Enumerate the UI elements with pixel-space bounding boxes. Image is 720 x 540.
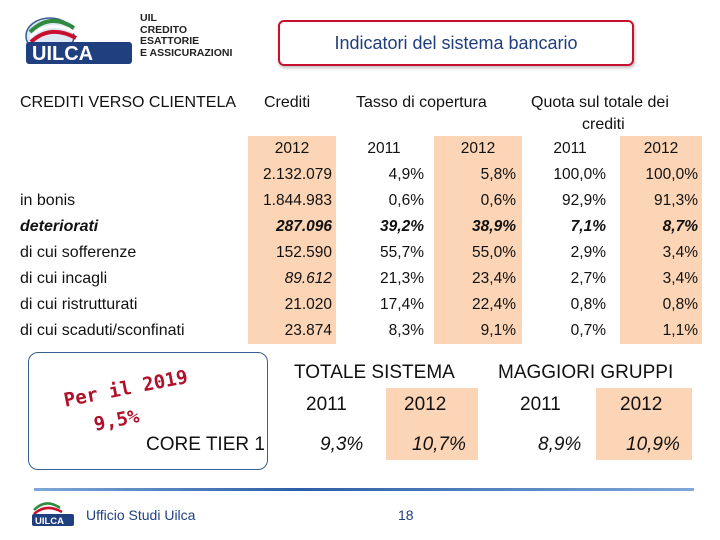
totale-value-2011: 9,3%: [320, 434, 364, 455]
section-title: CREDITI VERSO CLIENTELA: [20, 94, 237, 111]
svg-text:UILCA: UILCA: [32, 43, 93, 65]
cell-crediti: 23.874: [284, 322, 332, 339]
logo-line: ESATTORIE: [140, 35, 200, 47]
cell-t2012: 22,4%: [472, 296, 516, 313]
cell-crediti: 21.020: [284, 296, 332, 313]
totale-year-2011: 2011: [306, 394, 347, 415]
cell-t2011: 21,3%: [380, 270, 424, 287]
cell-q2011: 2,9%: [570, 244, 606, 261]
cell-q2012: 100,0%: [645, 166, 698, 183]
cell-q2011: 0,7%: [570, 322, 606, 339]
shade-totale-2012: [386, 388, 478, 460]
cell-t2012: 9,1%: [480, 322, 516, 339]
year-tasso-2012: 2012: [460, 140, 496, 157]
cell-t2011: 55,7%: [380, 244, 424, 261]
row-label: di cui ristrutturati: [20, 296, 138, 313]
core-tier-label: CORE TIER 1: [146, 434, 265, 455]
header-quota-1: Quota sul totale dei: [531, 94, 669, 111]
cell-t2011: 39,2%: [380, 218, 424, 235]
cell-t2011: 4,9%: [388, 166, 424, 183]
column-shade-crediti: [248, 136, 336, 344]
year-crediti: 2012: [274, 140, 310, 157]
header-crediti: Crediti: [264, 94, 311, 111]
gruppi-value-2012: 10,9%: [626, 434, 680, 455]
cell-q2012: 3,4%: [662, 270, 698, 287]
row-label: di cui scaduti/sconfinati: [20, 322, 185, 339]
totale-year-2012: 2012: [404, 394, 447, 415]
cell-t2011: 0,6%: [388, 192, 424, 209]
cell-q2011: 7,1%: [570, 218, 606, 235]
column-shade-tasso-2012: [434, 136, 522, 344]
totale-value-2012: 10,7%: [412, 434, 466, 455]
cell-q2011: 2,7%: [570, 270, 606, 287]
cell-q2012: 1,1%: [662, 322, 698, 339]
cell-t2011: 8,3%: [388, 322, 424, 339]
row-label: di cui incagli: [20, 270, 108, 287]
cell-q2012: 3,4%: [662, 244, 698, 261]
row-label: deteriorati: [20, 218, 99, 235]
year-tasso-2011: 2011: [367, 140, 401, 157]
year-quota-2012: 2012: [643, 140, 679, 157]
cell-crediti: 1.844.983: [263, 192, 332, 209]
cell-t2012: 5,8%: [480, 166, 516, 183]
cell-t2012: 55,0%: [472, 244, 516, 261]
uilca-logo: UILCA: [22, 12, 134, 68]
cell-t2012: 38,9%: [472, 218, 516, 235]
cell-q2012: 8,7%: [662, 218, 698, 235]
cell-q2012: 91,3%: [654, 192, 698, 209]
cell-t2012: 23,4%: [472, 270, 516, 287]
totale-sistema-title: TOTALE SISTEMA: [294, 362, 455, 383]
row-label: di cui sofferenze: [20, 244, 137, 261]
page-number: 18: [398, 507, 414, 523]
svg-text:UILCA: UILCA: [35, 516, 64, 527]
cell-crediti: 287.096: [275, 218, 332, 235]
column-shade-quota-2012: [620, 136, 702, 344]
maggiori-gruppi-title: MAGGIORI GRUPPI: [498, 362, 674, 383]
year-quota-2011: 2011: [553, 140, 587, 157]
cell-crediti: 2.132.079: [263, 166, 332, 183]
footer-divider: [34, 488, 694, 491]
logo-line: E ASSICURAZIONI: [140, 46, 233, 59]
footer-logo: UILCA: [30, 500, 74, 528]
cell-q2011: 92,9%: [562, 192, 606, 209]
logo-line: UIL: [140, 12, 157, 24]
header-tasso: Tasso di copertura: [356, 94, 487, 111]
cell-t2011: 17,4%: [380, 296, 424, 313]
cell-crediti: 152.590: [275, 244, 332, 261]
cell-crediti: 89.612: [284, 270, 332, 287]
footer-text: Ufficio Studi Uilca: [86, 507, 196, 523]
gruppi-year-2011: 2011: [520, 394, 561, 415]
shade-gruppi-2012: [596, 388, 692, 460]
cell-q2011: 100,0%: [553, 166, 606, 183]
row-label: in bonis: [20, 192, 76, 209]
gruppi-value-2011: 8,9%: [538, 434, 582, 455]
logo-line: CREDITO: [140, 23, 188, 36]
cell-q2012: 0,8%: [662, 296, 698, 313]
page-title-text: Indicatori del sistema bancario: [334, 32, 578, 53]
cell-t2012: 0,6%: [480, 192, 516, 209]
core-tier-frame: [28, 352, 268, 470]
logo-subtitle: UIL CREDITO ESATTORIE E ASSICURAZIONI: [140, 12, 233, 59]
header-quota-2: crediti: [582, 116, 625, 133]
gruppi-year-2012: 2012: [620, 394, 663, 415]
cell-q2011: 0,8%: [570, 296, 606, 313]
page-title: Indicatori del sistema bancario: [278, 20, 634, 66]
